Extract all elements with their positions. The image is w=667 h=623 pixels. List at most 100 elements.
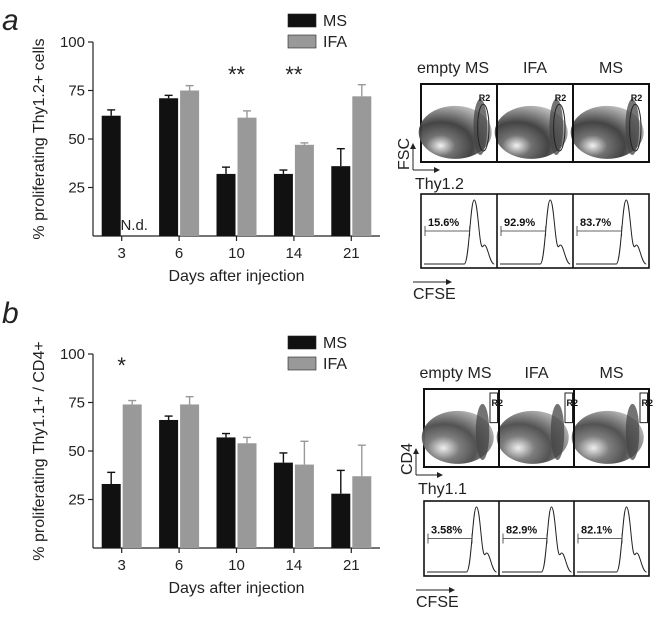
bar-ifa [237, 443, 257, 548]
not-determined-label: N.d. [120, 217, 148, 234]
bar-ms [273, 462, 293, 548]
gate-outline [639, 392, 648, 424]
dot-plot-population [625, 403, 640, 460]
gate-label: R2 [555, 93, 567, 103]
flow-column-title: empty MS [417, 60, 489, 77]
bar-ifa [180, 90, 200, 236]
flow-column-title: MS [600, 365, 624, 382]
y-tick-label: 100 [60, 34, 85, 51]
x-tick-label: 10 [228, 245, 245, 262]
bar-ms [216, 173, 236, 236]
dot-plot-population [625, 98, 640, 155]
gate-outline [553, 103, 566, 152]
y-tick-label: 25 [68, 180, 85, 197]
legend-swatch-ifa [287, 34, 317, 49]
gate-outline [564, 392, 573, 424]
histogram-percentage: 92.9% [504, 217, 535, 229]
dot-plot-density [571, 410, 644, 464]
flow-x-axis-label: Thy1.1 [418, 481, 467, 498]
dot-plot-population [475, 403, 490, 460]
flow-column-title: MS [599, 60, 623, 77]
y-axis-label: % proliferating Thy1.1+ / CD4+ [31, 341, 48, 560]
legend-swatch-ifa [287, 356, 317, 371]
histogram-percentage: 3.58% [431, 525, 462, 537]
significance-marker: ** [285, 62, 303, 87]
bar-ifa [352, 476, 372, 548]
panel-letter-b: b [2, 297, 19, 330]
bar-ms [101, 115, 121, 236]
dot-plot-density [494, 105, 568, 159]
histogram-curve [577, 506, 647, 573]
gate-label: R2 [567, 398, 579, 408]
histogram-percentage: 82.9% [506, 525, 537, 537]
bar-ifa [180, 404, 200, 548]
histogram-curve [500, 199, 571, 265]
histogram-curve [427, 506, 497, 573]
bar-ms [216, 437, 236, 548]
dot-plot-population [549, 98, 564, 155]
gate-label: R2 [631, 93, 643, 103]
flow-x-axis-label: Thy1.2 [415, 176, 464, 193]
y-tick-label: 75 [68, 83, 85, 100]
panel-letter-a: a [2, 4, 19, 37]
histogram-percentage: 15.6% [428, 217, 459, 229]
bar-ifa [294, 144, 314, 236]
bar-ifa [122, 404, 142, 548]
dot-plot-density [421, 410, 494, 464]
x-tick-label: 6 [175, 245, 183, 262]
gate-label: R2 [492, 398, 504, 408]
bar-ifa [237, 117, 257, 236]
flow-column-title: IFA [523, 60, 547, 77]
y-axis-label: % proliferating Thy1.2+ cells [31, 38, 48, 239]
histogram-percentage: 82.1% [581, 525, 612, 537]
x-tick-label: 10 [228, 557, 245, 574]
dot-plot-density [418, 105, 492, 159]
flow-column-title: IFA [524, 365, 548, 382]
histogram-curve [576, 199, 647, 265]
bar-ms [331, 493, 351, 548]
gate-label: R2 [479, 93, 491, 103]
bar-ms [331, 166, 351, 236]
bar-chart-a: 25 50 75 100 3 N.d. 6 10 ** 14 ** 21 Days after inje… [31, 13, 380, 285]
bar-chart-b: 25 50 75 100 3 * 6 10 14 21 Days after injection % … [31, 335, 380, 597]
legend-label-ifa: IFA [323, 356, 347, 373]
dot-plot-density [496, 410, 569, 464]
bar-ifa [294, 464, 314, 548]
flow-column-title: empty MS [419, 365, 491, 382]
bar-ms [159, 98, 179, 236]
histogram-percentage: 83.7% [580, 217, 611, 229]
y-tick-label: 50 [68, 443, 85, 460]
x-tick-label: 14 [286, 245, 303, 262]
histogram-axis-label: CFSE [413, 286, 456, 303]
x-tick-label: 21 [343, 557, 360, 574]
legend-swatch-ms [287, 335, 317, 350]
bar-ms [273, 173, 293, 236]
legend-label-ms: MS [323, 335, 347, 352]
dot-plot-density [570, 105, 644, 159]
legend-label-ifa: IFA [323, 34, 347, 51]
x-tick-label: 3 [118, 557, 126, 574]
dot-plot-population [550, 403, 565, 460]
gate-outline [629, 103, 642, 152]
flow-y-axis-label: FSC [396, 138, 413, 170]
histogram-curve [502, 506, 572, 573]
significance-marker: * [117, 353, 126, 378]
y-tick-label: 50 [68, 131, 85, 148]
x-axis-label: Days after injection [168, 580, 304, 597]
x-tick-label: 6 [175, 557, 183, 574]
bar-ifa [352, 96, 372, 236]
y-tick-label: 100 [60, 346, 85, 363]
gate-outline [489, 392, 498, 424]
legend-label-ms: MS [323, 13, 347, 30]
legend-swatch-ms [287, 13, 317, 28]
dot-plot-population [473, 98, 488, 155]
gate-label: R2 [642, 398, 654, 408]
histogram-curve [424, 199, 495, 265]
y-tick-label: 25 [68, 492, 85, 509]
gate-outline [477, 103, 490, 152]
significance-marker: ** [228, 62, 246, 87]
flow-y-axis-label: CD4 [399, 443, 416, 475]
y-tick-label: 75 [68, 395, 85, 412]
